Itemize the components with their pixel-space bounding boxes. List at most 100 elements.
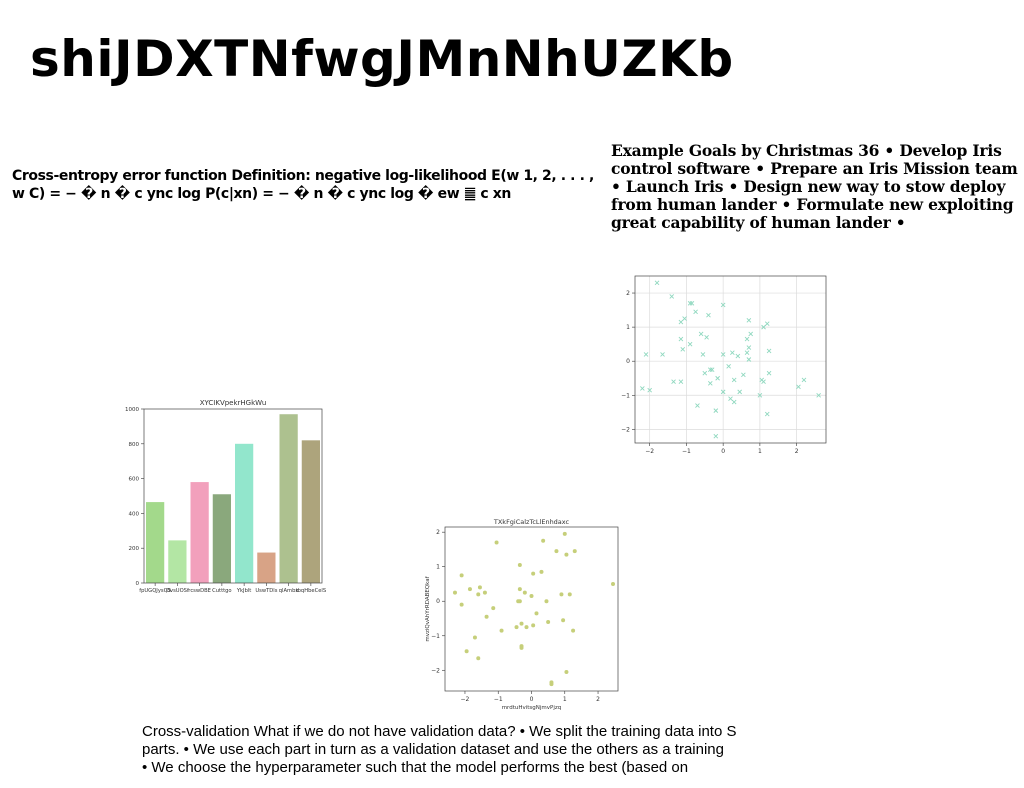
point <box>524 625 529 630</box>
chart-title: TXkFgiCalzTcLlEnhdaxc <box>493 518 570 526</box>
y-tick-label: −2 <box>431 667 440 674</box>
point <box>459 573 464 578</box>
point <box>707 381 713 386</box>
y-tick-label: 0 <box>626 358 630 365</box>
point <box>517 599 522 604</box>
chart-title: XYCIKVpekrHGkWu <box>200 399 267 407</box>
point <box>746 357 752 362</box>
point <box>499 628 504 633</box>
point <box>766 370 772 376</box>
cross-validation-line: Cross-validation What if we do not have … <box>142 723 737 740</box>
point <box>522 590 527 595</box>
bar <box>212 494 231 583</box>
point <box>482 590 487 595</box>
point <box>695 403 700 408</box>
point <box>571 628 576 633</box>
y-tick-label: 0 <box>436 598 440 605</box>
point <box>707 367 713 373</box>
point <box>517 562 522 567</box>
point <box>567 592 572 597</box>
bar <box>146 502 165 583</box>
point <box>611 581 616 586</box>
scatter-chart-dots: −2 −1 0 1 2 −2 −1 0 1 2 TXkFgiCalzTcLlEnhdaxc mrdtu… <box>425 518 619 711</box>
scatter-chart-x: −2 −1 0 1 2 −2 −1 0 1 2 <box>621 275 827 455</box>
x-tick-label: 2 <box>795 448 799 455</box>
point <box>494 540 499 545</box>
point <box>678 336 684 342</box>
point <box>737 389 743 395</box>
point <box>761 324 766 330</box>
point <box>720 352 726 357</box>
point <box>484 614 489 619</box>
point <box>477 585 482 590</box>
point <box>564 670 569 675</box>
point <box>669 294 675 299</box>
point <box>731 399 737 405</box>
point <box>660 352 665 357</box>
point <box>698 331 704 337</box>
y-tick-label: 1 <box>436 564 440 571</box>
point <box>682 316 687 321</box>
bar <box>190 482 209 583</box>
point <box>796 384 801 390</box>
x-tick-label: −1 <box>682 448 691 455</box>
point <box>709 367 715 373</box>
bar <box>168 540 187 583</box>
point <box>731 377 737 383</box>
point <box>562 531 567 536</box>
y-tick-label: −1 <box>621 392 630 399</box>
bar <box>301 440 320 583</box>
point <box>534 611 539 616</box>
point <box>761 379 766 384</box>
point <box>519 621 524 626</box>
point <box>706 312 711 318</box>
point <box>687 300 693 306</box>
point <box>654 280 660 286</box>
x-tick-label: rcswDBE <box>188 588 211 594</box>
x-tick-label: qlAmbx <box>279 588 299 594</box>
y-tick-label: 0 <box>136 581 140 587</box>
point <box>647 387 653 393</box>
x-tick-label: −2 <box>645 448 654 455</box>
x-tick-label: tbqHbeCelS <box>296 588 327 594</box>
y-tick-label: −1 <box>431 633 440 640</box>
x-tick-label: YkJblt <box>236 588 251 594</box>
point <box>713 408 719 413</box>
y-tick-label: 400 <box>129 511 140 517</box>
point <box>452 590 457 595</box>
point <box>702 370 708 376</box>
point <box>715 375 720 381</box>
point <box>529 594 534 599</box>
point <box>671 379 676 384</box>
point <box>514 625 519 630</box>
point <box>746 345 752 350</box>
point <box>687 341 693 347</box>
x-tick-label: −1 <box>494 696 503 703</box>
point <box>693 309 698 315</box>
plot-frame <box>444 526 619 692</box>
point <box>744 350 750 356</box>
x-tick-label: 0 <box>530 696 534 703</box>
point <box>559 592 564 597</box>
point <box>713 433 719 439</box>
y-tick-label: 1 <box>626 324 630 331</box>
point <box>541 538 546 543</box>
point <box>531 623 536 628</box>
point <box>476 592 481 597</box>
point <box>519 645 524 650</box>
point <box>678 319 684 325</box>
goals-text: Example Goals by Christmas 36 • Develop … <box>611 141 1018 232</box>
point <box>643 352 649 357</box>
point <box>554 549 559 554</box>
point <box>726 363 731 369</box>
y-tick-label: 800 <box>129 442 140 448</box>
y-tick-label: 2 <box>436 529 440 536</box>
point <box>531 571 536 576</box>
x-tick-label: 0 <box>721 448 725 455</box>
point <box>467 587 472 592</box>
cross-validation-text: Cross-validation What if we do not have … <box>142 723 802 777</box>
x-tick-label: 1 <box>563 696 567 703</box>
bar <box>279 414 298 583</box>
point <box>640 386 645 391</box>
point <box>704 335 709 340</box>
